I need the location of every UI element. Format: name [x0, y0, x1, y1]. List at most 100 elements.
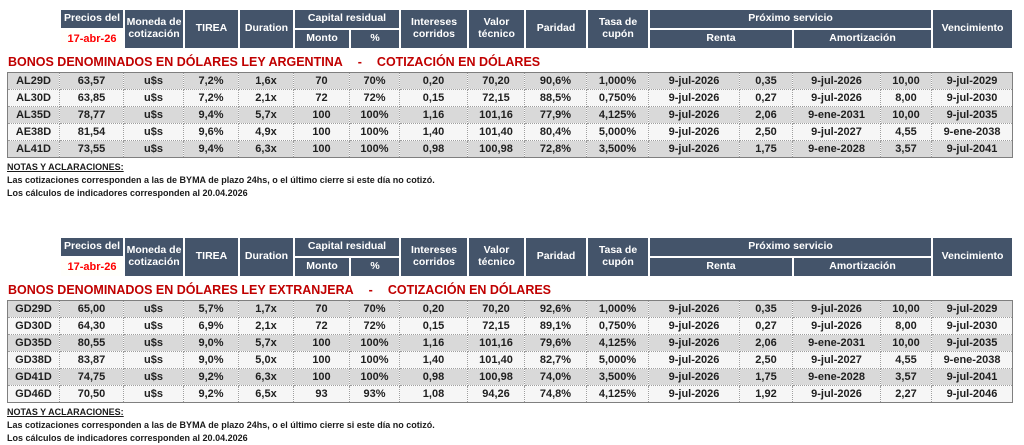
cell-intereses-corridos: 0,98	[399, 368, 468, 386]
header-monto: Monto	[293, 28, 351, 50]
notes-block: NOTAS Y ACLARACIONES: Las cotizaciones c…	[7, 161, 1024, 200]
cell-paridad: 74,8%	[524, 385, 587, 403]
cell-valor-tecnico: 101,16	[467, 106, 525, 124]
section-title-text2: COTIZACIÓN EN DÓLARES	[387, 283, 552, 297]
bond-table-ley-extranjera: GD29D 65,00 u$s 5,7% 1,7x 70 70% 0,20 70…	[7, 300, 1013, 403]
cell-duration: 5,0x	[238, 351, 294, 369]
header-intereses-corridos: Intereses corridos	[399, 236, 470, 278]
cell-amortizacion-fecha: 9-jul-2026	[792, 300, 881, 318]
cell-renta-monto: 2,06	[739, 106, 793, 124]
notes-block: NOTAS Y ACLARACIONES: Las cotizaciones c…	[7, 406, 1024, 445]
note-line: Las cotizaciones corresponden a las de B…	[7, 175, 435, 185]
cell-amortizacion-monto: 3,57	[880, 368, 932, 386]
cell-capital-monto: 70	[293, 300, 350, 318]
cell-ticker: GD38D	[7, 351, 60, 369]
cell-duration: 5,7x	[238, 106, 294, 124]
header-moneda-cotizacion: Moneda de cotización	[123, 236, 185, 278]
cell-amortizacion-fecha: 9-jul-2026	[792, 89, 881, 107]
cell-tasa-cupon: 1,000%	[586, 300, 649, 318]
cell-intereses-corridos: 0,15	[399, 317, 468, 335]
cell-intereses-corridos: 0,20	[399, 72, 468, 90]
cell-duration: 4,9x	[238, 123, 294, 141]
cell-tasa-cupon: 5,000%	[586, 351, 649, 369]
cell-currency: u$s	[123, 140, 184, 158]
cell-tirea: 9,6%	[183, 123, 239, 141]
cell-paridad: 74,0%	[524, 368, 587, 386]
cell-vencimiento: 9-jul-2029	[931, 72, 1013, 90]
cell-renta-fecha: 9-jul-2026	[648, 106, 740, 124]
cell-renta-monto: 1,92	[739, 385, 793, 403]
cell-price: 73,55	[59, 140, 124, 158]
cell-capital-monto: 100	[293, 123, 350, 141]
cell-vencimiento: 9-jul-2046	[931, 385, 1013, 403]
cell-renta-monto: 0,35	[739, 300, 793, 318]
cell-duration: 6,3x	[238, 368, 294, 386]
table-row: GD30D 64,30 u$s 6,9% 2,1x 72 72% 0,15 72…	[7, 317, 1013, 335]
cell-amortizacion-monto: 8,00	[880, 89, 932, 107]
cell-amortizacion-monto: 10,00	[880, 106, 932, 124]
cell-valor-tecnico: 72,15	[467, 89, 525, 107]
header-amortizacion: Amortización	[792, 256, 934, 278]
cell-duration: 1,7x	[238, 300, 294, 318]
cell-duration: 2,1x	[238, 317, 294, 335]
cell-currency: u$s	[123, 351, 184, 369]
table-row: GD29D 65,00 u$s 5,7% 1,7x 70 70% 0,20 70…	[7, 300, 1013, 318]
table-row: AE38D 81,54 u$s 9,6% 4,9x 100 100% 1,40 …	[7, 123, 1013, 141]
cell-intereses-corridos: 0,15	[399, 89, 468, 107]
cell-tirea: 9,2%	[183, 368, 239, 386]
cell-capital-pct: 100%	[349, 140, 400, 158]
cell-amortizacion-fecha: 9-ene-2031	[792, 106, 881, 124]
cell-paridad: 72,8%	[524, 140, 587, 158]
header-tirea: TIREA	[183, 236, 240, 278]
cell-tirea: 6,9%	[183, 317, 239, 335]
section-title-separator: -	[357, 55, 362, 69]
cell-price: 65,00	[59, 300, 124, 318]
cell-renta-fecha: 9-jul-2026	[648, 140, 740, 158]
cell-renta-fecha: 9-jul-2026	[648, 300, 740, 318]
cell-vencimiento: 9-ene-2038	[931, 351, 1013, 369]
column-header-table: Precios del Moneda de cotización TIREA D…	[59, 236, 1015, 278]
section-title-text: BONOS DENOMINADOS EN DÓLARES LEY EXTRANJ…	[8, 283, 354, 297]
cell-valor-tecnico: 70,20	[467, 300, 525, 318]
cell-valor-tecnico: 70,20	[467, 72, 525, 90]
cell-amortizacion-fecha: 9-jul-2026	[792, 317, 881, 335]
cell-amortizacion-fecha: 9-jul-2026	[792, 385, 881, 403]
table-row: AL30D 63,85 u$s 7,2% 2,1x 72 72% 0,15 72…	[7, 89, 1013, 107]
cell-intereses-corridos: 0,20	[399, 300, 468, 318]
section-title: BONOS DENOMINADOS EN DÓLARES LEY EXTRANJ…	[8, 283, 1024, 297]
cell-tasa-cupon: 3,500%	[586, 368, 649, 386]
header-duration: Duration	[238, 8, 295, 50]
cell-currency: u$s	[123, 317, 184, 335]
cell-intereses-corridos: 0,98	[399, 140, 468, 158]
cell-capital-pct: 72%	[349, 317, 400, 335]
cell-renta-fecha: 9-jul-2026	[648, 123, 740, 141]
cell-renta-monto: 2,50	[739, 351, 793, 369]
header-pct: %	[348, 256, 402, 278]
header-monto: Monto	[293, 256, 351, 278]
cell-capital-monto: 100	[293, 106, 350, 124]
cell-price: 83,87	[59, 351, 124, 369]
cell-capital-monto: 100	[293, 368, 350, 386]
header-tasa-de-cupon: Tasa de cupón	[586, 236, 651, 278]
cell-ticker: AE38D	[7, 123, 60, 141]
cell-ticker: AL41D	[7, 140, 60, 158]
cell-duration: 6,3x	[238, 140, 294, 158]
cell-amortizacion-monto: 4,55	[880, 123, 932, 141]
cell-valor-tecnico: 101,40	[467, 123, 525, 141]
note-line: Las cotizaciones corresponden a las de B…	[7, 420, 435, 430]
cell-ticker: AL35D	[7, 106, 60, 124]
cell-capital-pct: 100%	[349, 368, 400, 386]
cell-renta-fecha: 9-jul-2026	[648, 351, 740, 369]
cell-paridad: 80,4%	[524, 123, 587, 141]
table-row: GD38D 83,87 u$s 9,0% 5,0x 100 100% 1,40 …	[7, 351, 1013, 369]
cell-capital-pct: 100%	[349, 106, 400, 124]
header-duration: Duration	[238, 236, 295, 278]
cell-renta-fecha: 9-jul-2026	[648, 368, 740, 386]
cell-capital-monto: 100	[293, 140, 350, 158]
header-capital-residual: Capital residual	[292, 236, 402, 258]
cell-valor-tecnico: 101,40	[467, 351, 525, 369]
cell-intereses-corridos: 1,08	[399, 385, 468, 403]
cell-intereses-corridos: 1,16	[399, 106, 468, 124]
cell-tirea: 7,2%	[183, 89, 239, 107]
